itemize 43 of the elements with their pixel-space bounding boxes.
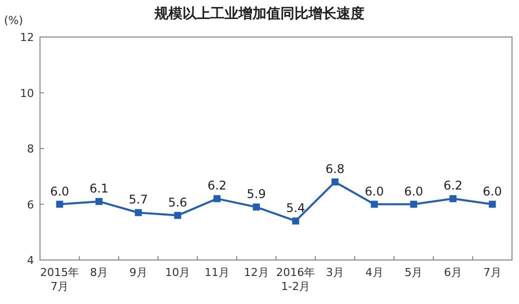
y-tick-label: 12: [20, 31, 34, 44]
point: [292, 217, 300, 224]
data-label: 5.7: [128, 192, 148, 207]
x-tick-label: 12月: [244, 266, 269, 279]
y-tick-label: 4: [27, 254, 34, 267]
point: [450, 195, 456, 202]
x-tick-label: 11月: [204, 266, 230, 279]
data-label: 5.9: [246, 187, 266, 202]
y-tick-label: 10: [20, 86, 34, 100]
x-tick-label: 3月: [326, 266, 344, 279]
point: [56, 200, 64, 208]
point: [252, 204, 260, 211]
x-tick-label: 7月: [483, 266, 502, 279]
point: [332, 178, 338, 186]
data-label: 6.0: [482, 184, 502, 198]
x-tick-label: 2016年 1-2月: [276, 266, 316, 293]
data-label: 6.8: [325, 162, 345, 176]
data-label: 6.2: [443, 178, 463, 193]
point: [370, 200, 378, 208]
data-label: 6.0: [404, 184, 424, 198]
x-tick-label: 5月: [404, 266, 423, 279]
point: [214, 195, 220, 202]
chart-title: 规模以上工业增加值同比增长速度: [154, 5, 364, 22]
data-label: 6.0: [50, 184, 70, 198]
point: [174, 212, 182, 219]
point: [134, 209, 142, 216]
data-label: 6.0: [364, 184, 384, 198]
point: [96, 198, 102, 205]
x-tick-label: 2015年 7月: [40, 266, 80, 293]
data-label: 6.2: [207, 178, 227, 193]
point: [488, 200, 496, 208]
x-tick-label: 6月: [444, 266, 462, 279]
y-tick-label: 6: [27, 198, 34, 212]
x-tick-label: 10月: [165, 266, 190, 279]
y-axis-title: (%): [4, 14, 24, 27]
data-label: 6.1: [89, 181, 109, 196]
y-tick-label: 8: [27, 142, 34, 156]
point: [410, 200, 418, 208]
x-tick-label: 9月: [129, 266, 148, 279]
data-label: 5.6: [168, 195, 188, 210]
data-label: 5.4: [286, 200, 306, 215]
x-tick-label: 4月: [365, 266, 384, 279]
x-tick-label: 8月: [90, 266, 108, 279]
